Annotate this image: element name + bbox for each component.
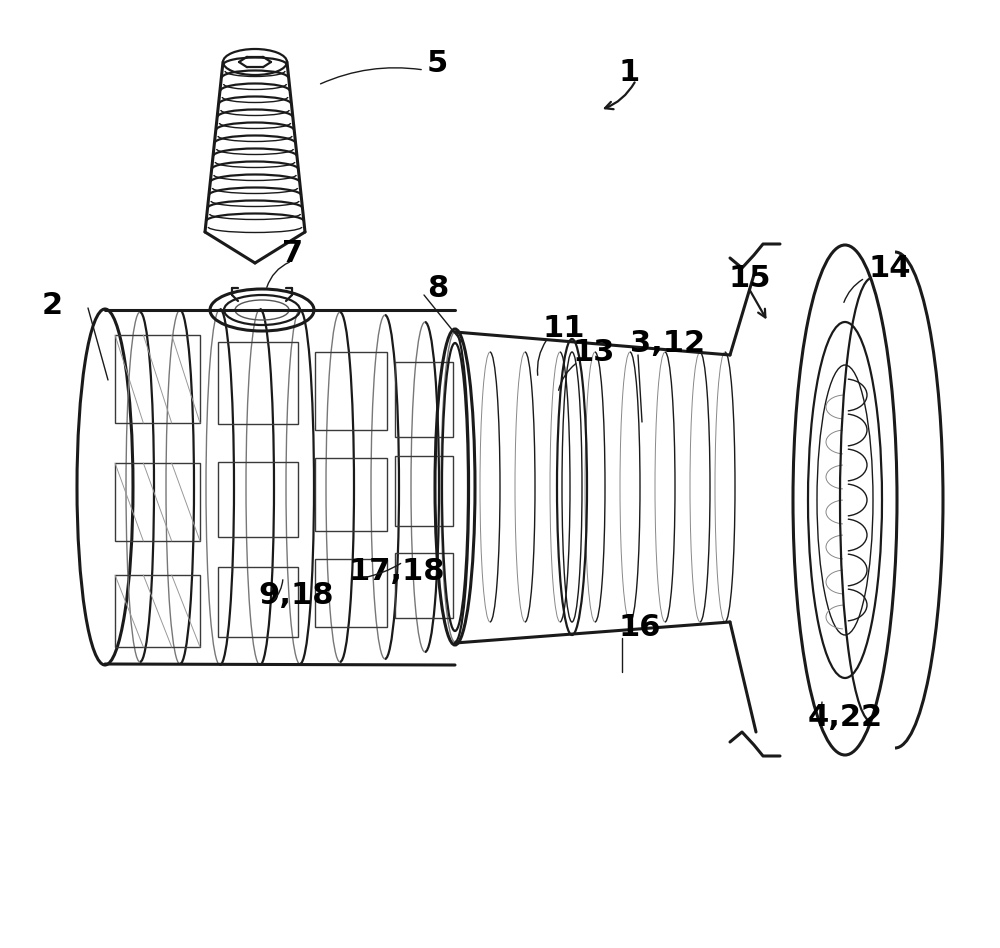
Text: 7: 7 [282,239,303,267]
Text: 1: 1 [618,58,639,86]
Text: 9,18: 9,18 [258,580,334,610]
Text: 3,12: 3,12 [630,329,705,357]
Text: 4,22: 4,22 [808,703,883,733]
Text: 2: 2 [42,290,63,319]
Bar [115,335,200,423]
FancyArrowPatch shape [605,82,635,109]
Text: 14: 14 [868,253,910,283]
Text: 5: 5 [427,48,448,78]
Text: 13: 13 [572,337,614,367]
Bar [395,456,453,526]
Bar [315,352,387,430]
Bar [218,567,298,637]
Text: 16: 16 [618,613,660,643]
Bar [218,462,298,537]
Text: 17,18: 17,18 [348,557,444,587]
Bar [218,342,298,424]
Bar [115,463,200,541]
Text: 15: 15 [728,264,770,293]
Bar [315,559,387,627]
Bar [315,458,387,531]
Bar [395,362,453,437]
Bar [395,553,453,618]
Text: 8: 8 [427,274,448,302]
Text: 11: 11 [543,314,586,342]
Bar [115,575,200,647]
